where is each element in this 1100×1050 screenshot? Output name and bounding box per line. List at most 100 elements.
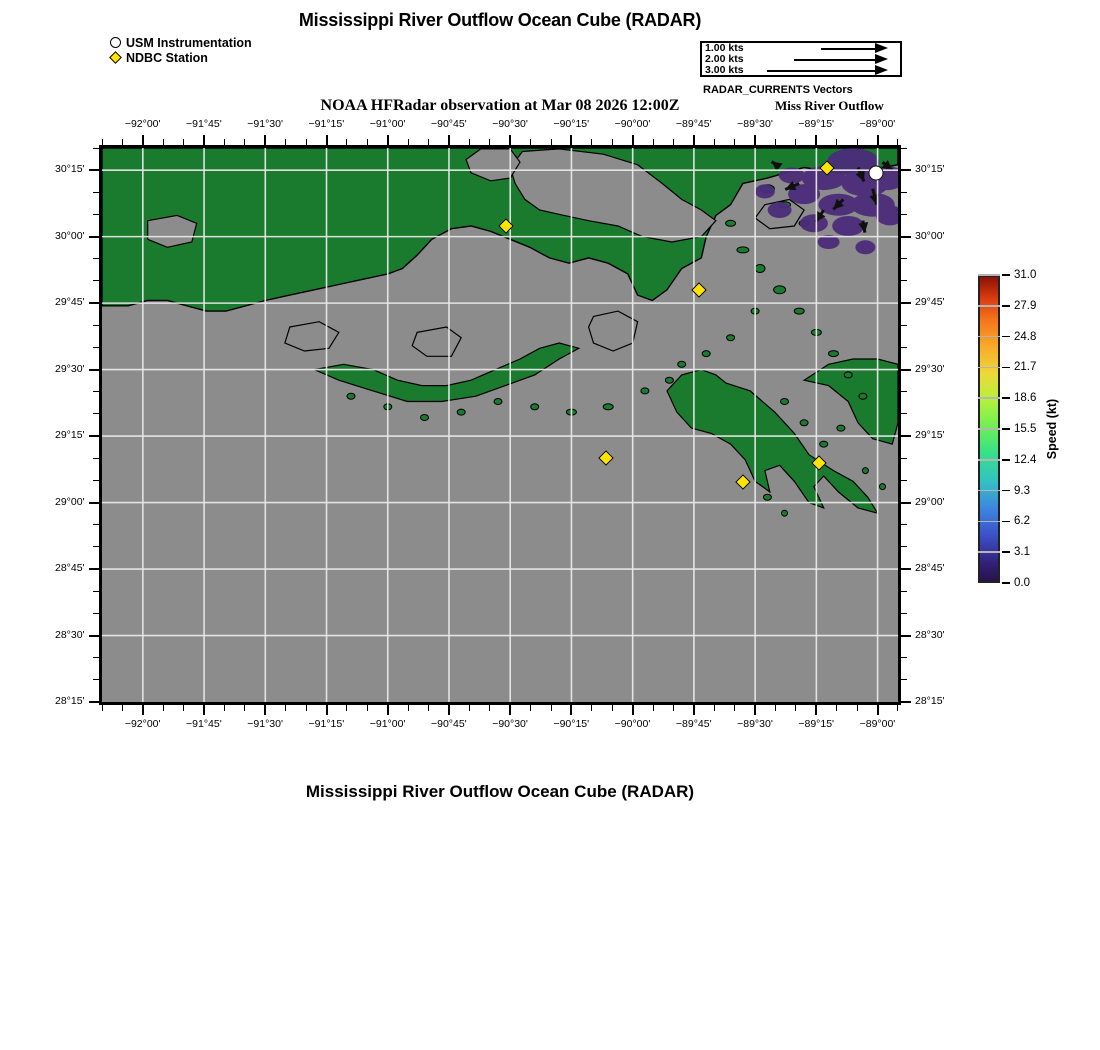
axis-minor-tick bbox=[101, 705, 103, 711]
axis-minor-tick bbox=[693, 705, 695, 711]
x-axis-tick-label: −90°15' bbox=[553, 118, 590, 130]
x-axis-tick-label: −91°15' bbox=[308, 118, 345, 130]
y-axis-tick-label: 29°00' bbox=[55, 495, 85, 508]
axis-minor-tick bbox=[734, 705, 736, 711]
colorbar-band-divider bbox=[978, 274, 1000, 276]
axis-minor-tick bbox=[530, 705, 532, 711]
axis-minor-tick bbox=[713, 705, 715, 711]
colorbar-band-divider bbox=[978, 397, 1000, 399]
axis-major-tick bbox=[509, 705, 512, 715]
vector-scale-row: 3.00 kts bbox=[705, 65, 900, 76]
axis-major-tick bbox=[89, 235, 99, 238]
axis-major-tick bbox=[89, 169, 99, 172]
colorbar-tick-label: 15.5 bbox=[1014, 423, 1037, 435]
colorbar-tick bbox=[1002, 520, 1010, 523]
colorbar-tick-label: 0.0 bbox=[1014, 577, 1030, 589]
axis-major-tick bbox=[264, 705, 267, 715]
marker-legend: USM Instrumentation NDBC Station bbox=[108, 36, 252, 66]
x-axis-tick-label: −91°15' bbox=[308, 718, 345, 730]
axis-minor-tick bbox=[901, 346, 907, 348]
axis-minor-tick bbox=[901, 657, 907, 659]
x-axis-tick-label: −90°15' bbox=[553, 718, 590, 730]
colorbar-tick-label: 6.2 bbox=[1014, 515, 1030, 528]
x-axis-tick-label: −91°45' bbox=[186, 718, 222, 730]
vector-shaft-icon bbox=[794, 59, 875, 61]
axis-minor-tick bbox=[901, 191, 907, 193]
y-axis-tick-label: 28°45' bbox=[915, 562, 945, 575]
map-subtitle: NOAA HFRadar observation at Mar 08 2026 … bbox=[320, 97, 680, 114]
axis-minor-tick bbox=[162, 705, 164, 711]
axis-minor-tick bbox=[901, 524, 907, 526]
axis-minor-tick bbox=[223, 705, 225, 711]
colorbar-band-divider bbox=[978, 428, 1000, 430]
axis-minor-tick bbox=[366, 705, 368, 711]
x-axis-tick-label: −91°00' bbox=[369, 118, 406, 130]
map-panel[interactable] bbox=[99, 145, 901, 705]
axis-minor-tick bbox=[836, 705, 838, 711]
vector-scale-label: 3.00 kts bbox=[705, 64, 744, 76]
colorbar-tick-label: 21.7 bbox=[1014, 361, 1037, 374]
colorbar-axis-title: Speed (kt) bbox=[1045, 398, 1059, 460]
axis-major-tick bbox=[876, 705, 879, 715]
x-axis-tick-label: −90°00' bbox=[614, 118, 651, 130]
x-axis-tick-label: −92°00' bbox=[124, 718, 161, 730]
axis-minor-tick bbox=[901, 635, 907, 637]
axis-minor-tick bbox=[901, 147, 907, 149]
vector-scale-row: 1.00 kts bbox=[705, 43, 900, 54]
usm-instrumentation-marker[interactable] bbox=[868, 165, 884, 181]
y-axis-tick-label: 29°30' bbox=[915, 362, 945, 375]
colorbar-tick bbox=[1002, 366, 1010, 369]
y-axis-tick-label: 30°00' bbox=[55, 229, 85, 242]
x-axis-tick-label: −90°45' bbox=[430, 718, 467, 730]
axis-major-tick bbox=[89, 634, 99, 637]
axis-minor-tick bbox=[901, 612, 907, 614]
axis-minor-tick bbox=[652, 705, 654, 711]
x-axis-tick-label: −90°30' bbox=[492, 118, 528, 130]
colorbar-tick bbox=[1002, 305, 1010, 307]
colorbar-tick-label: 3.1 bbox=[1014, 546, 1030, 559]
colorbar-tick-label: 9.3 bbox=[1014, 484, 1030, 497]
legend-item-usm: USM Instrumentation bbox=[108, 36, 252, 51]
axis-major-tick bbox=[815, 135, 818, 145]
x-axis-tick-label: −90°45' bbox=[430, 118, 467, 130]
axis-minor-tick bbox=[591, 705, 593, 711]
vector-arrowhead-icon bbox=[875, 65, 888, 75]
axis-minor-tick bbox=[407, 705, 409, 711]
axis-minor-tick bbox=[901, 258, 907, 260]
vector-scale-legend: 1.00 kts 2.00 kts 3.00 kts bbox=[700, 41, 902, 77]
axis-minor-tick bbox=[877, 705, 879, 711]
axis-major-tick bbox=[325, 705, 328, 715]
colorbar-band-divider bbox=[978, 551, 1000, 553]
colorbar-tick bbox=[1002, 489, 1010, 492]
axis-minor-tick bbox=[897, 705, 899, 711]
axis-minor-tick bbox=[632, 705, 634, 711]
y-axis-tick-label: 30°00' bbox=[915, 229, 945, 242]
axis-major-tick bbox=[89, 435, 99, 438]
footer-title: Mississippi River Outflow Ocean Cube (RA… bbox=[305, 782, 695, 801]
colorbar-tick bbox=[1002, 335, 1010, 338]
vector-scale-row: 2.00 kts bbox=[705, 54, 900, 65]
axis-major-tick bbox=[447, 705, 450, 715]
axis-minor-tick bbox=[901, 502, 907, 504]
axis-major-tick bbox=[264, 135, 267, 145]
y-axis-tick-label: 29°00' bbox=[915, 495, 945, 508]
colorbar-tick bbox=[1002, 274, 1010, 276]
legend-item-ndbc-label: NDBC Station bbox=[126, 51, 208, 65]
x-axis-tick-label: −89°15' bbox=[798, 718, 835, 730]
vector-shaft-icon bbox=[821, 48, 875, 50]
colorbar-tick bbox=[1002, 428, 1010, 430]
axis-major-tick bbox=[754, 135, 757, 145]
axis-minor-tick bbox=[611, 705, 613, 711]
y-axis-tick-label: 28°15' bbox=[915, 695, 945, 707]
circle-marker-icon bbox=[108, 36, 126, 51]
axis-major-tick bbox=[141, 705, 144, 715]
x-axis-tick-label: −89°00' bbox=[859, 118, 896, 130]
axis-major-tick bbox=[631, 705, 634, 715]
axis-minor-tick bbox=[754, 705, 756, 711]
colorbar-tick bbox=[1002, 459, 1010, 461]
y-axis-tick-label: 29°45' bbox=[915, 296, 945, 309]
axis-minor-tick bbox=[387, 705, 389, 711]
vector-scale-label: 1.00 kts bbox=[705, 42, 744, 54]
axis-major-tick bbox=[386, 705, 389, 715]
axis-minor-tick bbox=[795, 705, 797, 711]
